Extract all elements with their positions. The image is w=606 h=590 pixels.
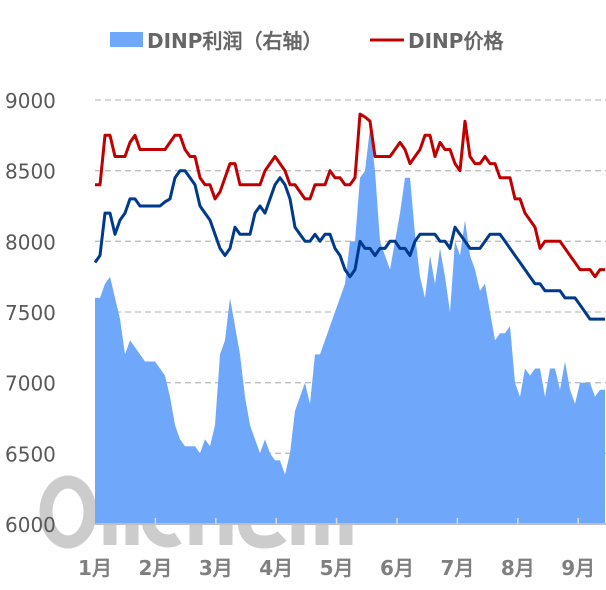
x-tick-label: 4月: [259, 556, 293, 580]
y-tick-label: 7500: [5, 301, 56, 325]
legend-swatch-profit: [110, 32, 143, 47]
y-tick-label: 9000: [5, 89, 56, 113]
x-axis-ticks: 1月 2月 3月 4月 5月 6月 7月 8月 9月: [78, 518, 595, 580]
price-lines-layer: [93, 112, 605, 321]
y-tick-label: 6500: [5, 442, 56, 466]
x-tick-label: 7月: [440, 556, 474, 580]
y-tick-label: 8500: [5, 160, 56, 184]
legend-label-profit: DINP利润（右轴）: [147, 29, 322, 53]
y-tick-label: 7000: [5, 372, 56, 396]
x-tick-label: 9月: [561, 556, 595, 580]
profit-area-layer: [95, 128, 605, 525]
y-axis-ticks: 9000 8500 8000 7500 7000 6500 6000: [5, 89, 56, 537]
series-line-price: [95, 112, 605, 279]
y-tick-label: 6000: [5, 513, 56, 537]
x-tick-label: 8月: [501, 556, 535, 580]
series-area-profit: [95, 128, 605, 525]
series-line-secondary: [93, 169, 605, 321]
x-tick-label: 3月: [199, 556, 233, 580]
legend-label-price: DINP价格: [408, 29, 504, 53]
y-tick-label: 8000: [5, 230, 56, 254]
x-tick-label: 6月: [380, 556, 414, 580]
legend: DINP利润（右轴） DINP价格: [110, 29, 504, 53]
x-tick-label: 5月: [320, 556, 354, 580]
x-tick-label: 1月: [78, 556, 112, 580]
watermark-glyph: [39, 475, 97, 549]
x-tick-label: 2月: [138, 556, 172, 580]
